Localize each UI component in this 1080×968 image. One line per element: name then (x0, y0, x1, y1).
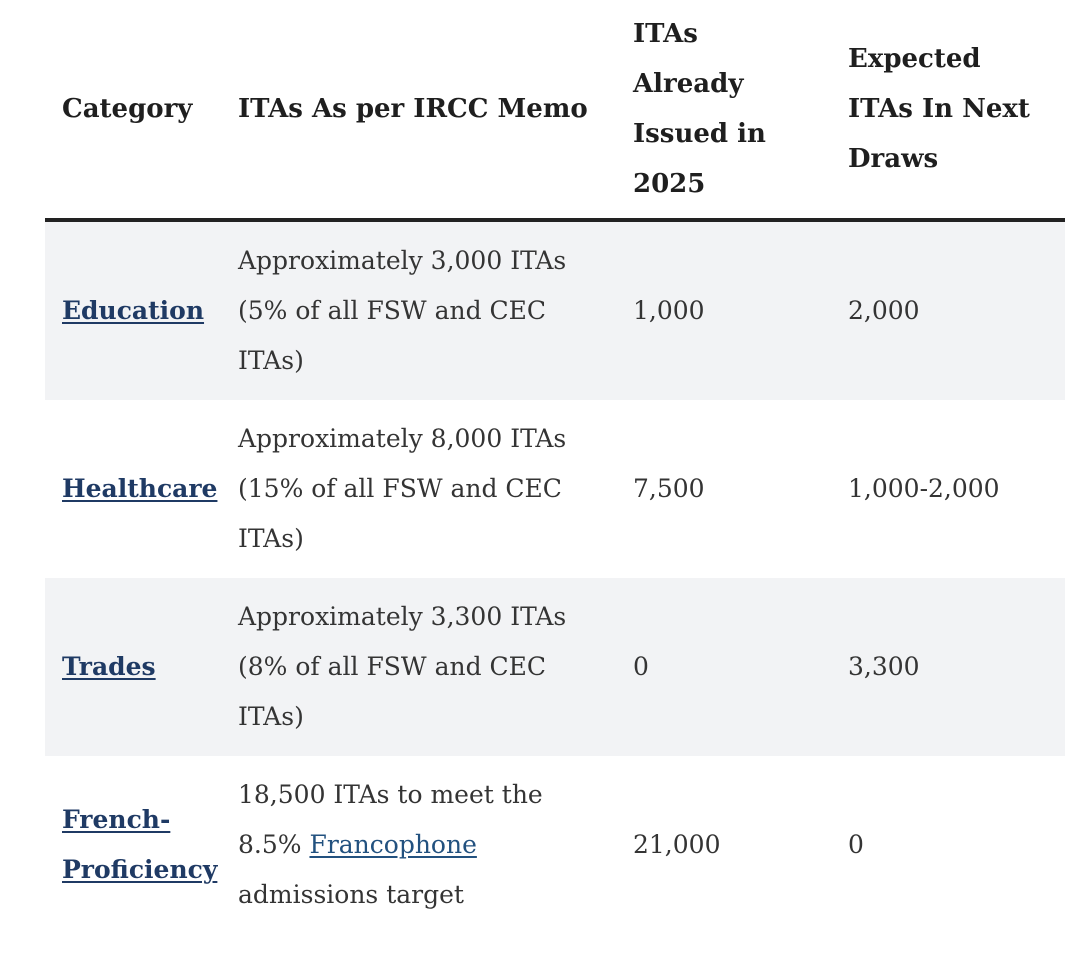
table-header: Category ITAs As per IRCC Memo ITAs Alre… (45, 0, 1065, 222)
ita-categories-table: Category ITAs As per IRCC Memo ITAs Alre… (45, 0, 1065, 934)
memo-cell: Approximately 3,300 ITAs (8% of all FSW … (221, 578, 616, 756)
expected-itas-cell: 2,000 (831, 220, 1065, 400)
issued-2025-cell: 0 (616, 578, 831, 756)
issued-2025-cell: 21,000 (633, 830, 721, 859)
memo-text: Approximately 3,300 ITAs (8% of all FSW … (238, 602, 567, 731)
category-link[interactable]: Trades (62, 652, 156, 681)
table-row: French-Proficiency 18,500 ITAs to meet t… (45, 756, 1065, 934)
issued-2025-cell: 7,500 (633, 474, 705, 503)
expected-itas-cell: 1,000-2,000 (848, 474, 1000, 503)
memo-cell: 18,500 ITAs to meet the 8.5% Francophone… (221, 756, 616, 934)
francophone-link[interactable]: Francophone (309, 830, 477, 859)
memo-text: 18,500 ITAs to meet the 8.5% (238, 780, 543, 859)
column-header-memo: ITAs As per IRCC Memo (221, 0, 616, 222)
table-row: Trades Approximately 3,300 ITAs (8% of a… (45, 578, 1065, 756)
table-row: Healthcare Approximately 8,000 ITAs (15%… (45, 400, 1065, 578)
memo-cell: Approximately 3,000 ITAs (5% of all FSW … (221, 220, 616, 400)
memo-text: admissions target (238, 880, 464, 909)
table-wrapper: Category ITAs As per IRCC Memo ITAs Alre… (45, 0, 1065, 934)
category-cell: Trades (45, 578, 221, 756)
column-header-category: Category (45, 0, 221, 222)
category-link[interactable]: Education (62, 296, 205, 325)
category-cell: Education (45, 220, 221, 400)
column-header-issued-2025: ITAs Already Issued in 2025 (616, 0, 831, 222)
table-body: Education Approximately 3,000 ITAs (5% o… (45, 220, 1065, 934)
expected-itas-cell: 3,300 (831, 578, 1065, 756)
expected-itas-cell: 0 (848, 830, 864, 859)
memo-text: Approximately 8,000 ITAs (15% of all FSW… (238, 424, 567, 553)
header-row: Category ITAs As per IRCC Memo ITAs Alre… (45, 0, 1065, 222)
category-cell: Healthcare (45, 400, 221, 578)
column-header-expected-draws: Expected ITAs In Next Draws (831, 0, 1065, 222)
memo-text: Approximately 3,000 ITAs (5% of all FSW … (238, 246, 567, 375)
table-row: Education Approximately 3,000 ITAs (5% o… (45, 220, 1065, 400)
category-link[interactable]: French-Proficiency (62, 805, 218, 884)
issued-2025-cell: 1,000 (616, 220, 831, 400)
category-link[interactable]: Healthcare (62, 474, 218, 503)
category-cell: French-Proficiency (45, 756, 221, 934)
memo-cell: Approximately 8,000 ITAs (15% of all FSW… (221, 400, 616, 578)
